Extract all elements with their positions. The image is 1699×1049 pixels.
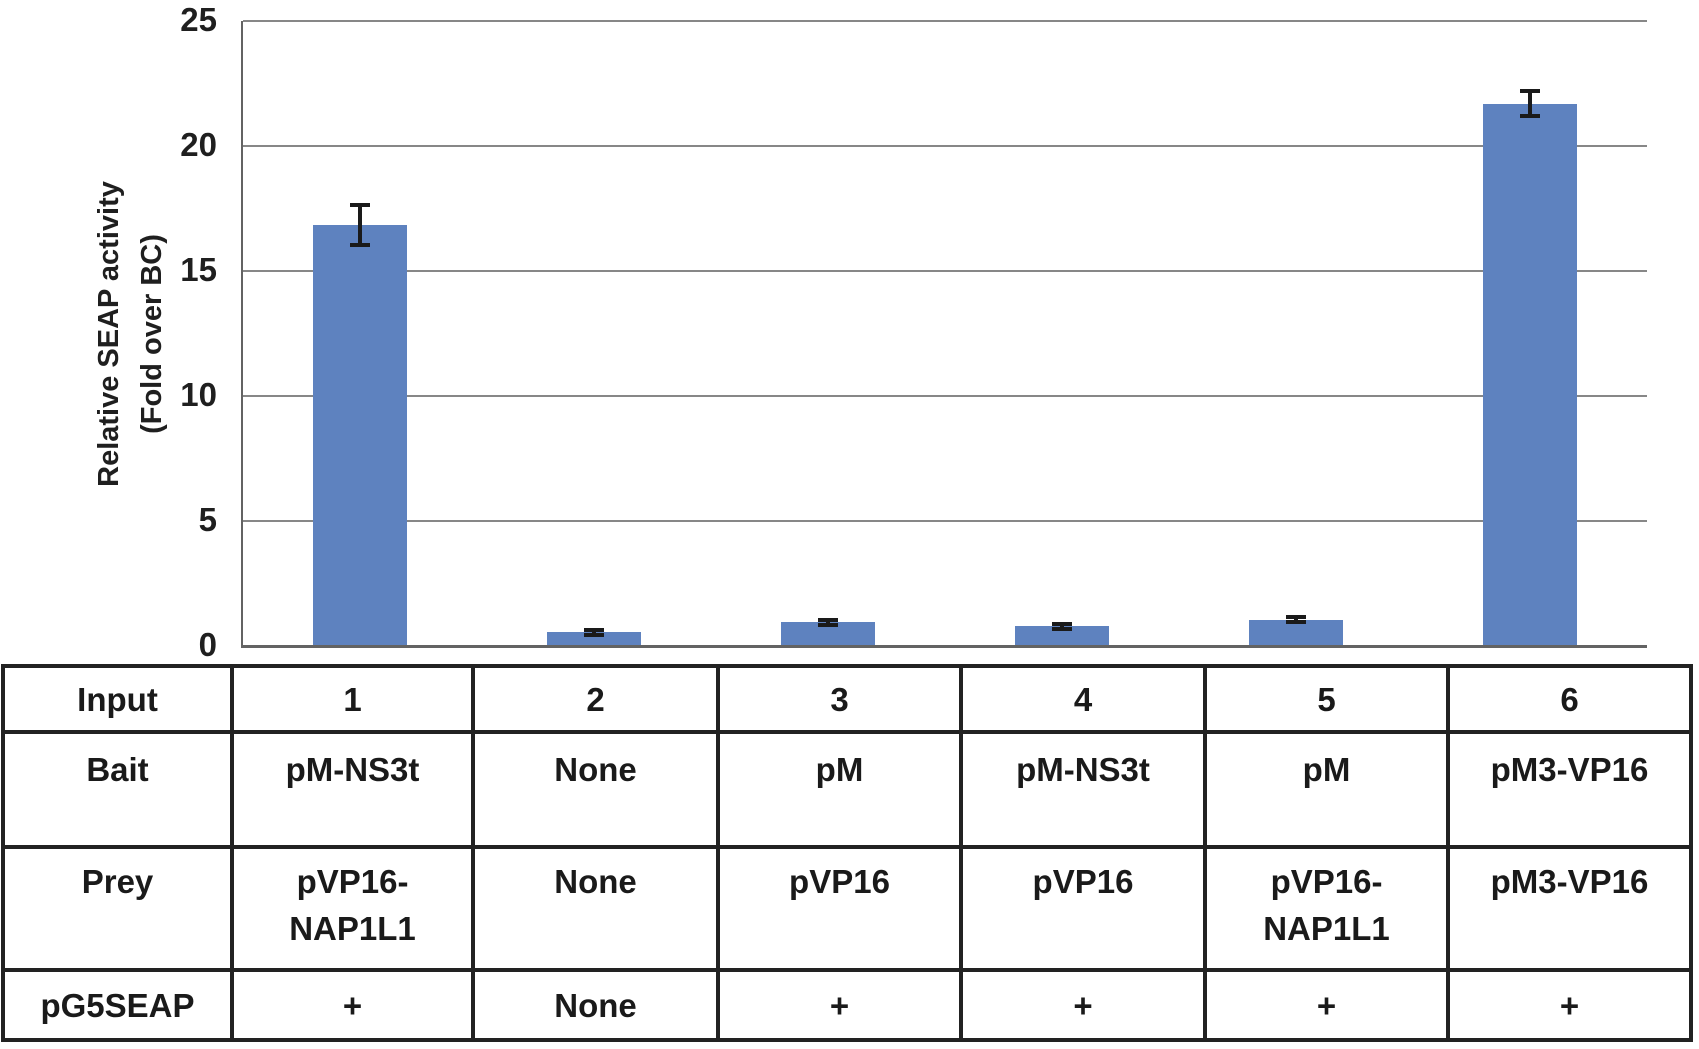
cell-pg5seap-3: + [716,968,963,1042]
row-label-input: Input [1,664,234,734]
cell-bait-1: pM-NS3t [230,730,475,849]
bar-3 [781,622,875,646]
y-axis-title-line1: Relative SEAP activity [93,181,125,487]
row-label-bait: Bait [1,730,234,849]
cell-pg5seap-4: + [959,968,1207,1042]
cell-input-5: 5 [1203,664,1450,734]
cell-input-3: 3 [716,664,963,734]
error-bar-5 [1294,617,1298,623]
error-bar-cap-bottom-4 [1052,626,1072,631]
error-bar-cap-top-4 [1052,621,1072,626]
bar-4 [1015,626,1109,646]
condition-table: Input 1 2 3 4 5 6 Bait pM-NS3t None pM pM-NS3t pM pM3… [1,664,1693,1042]
table-row-input: Input 1 2 3 4 5 6 [1,664,1693,734]
error-bar-cap-bottom-5 [1286,620,1306,625]
y-axis-title: Relative SEAP activity (Fold over BC) [88,181,174,487]
error-bar-cap-top-6 [1520,89,1540,93]
cell-bait-4: pM-NS3t [959,730,1207,849]
bar-6 [1483,103,1577,646]
y-tick-label-10: 10 [180,376,217,414]
error-bar-cap-bottom-6 [1520,114,1540,118]
cell-pg5seap-6: + [1446,968,1693,1042]
y-tick-label-15: 15 [180,251,217,289]
y-tick-label-5: 5 [198,501,217,539]
cell-bait-2: None [471,730,720,849]
bar-1 [313,224,407,646]
gridline-y-5 [243,520,1647,522]
error-bar-cap-bottom-1 [350,242,370,247]
error-bar-6 [1528,91,1532,116]
gridline-y-10 [243,395,1647,397]
bar-chart: Relative SEAP activity (Fold over BC) 0 5 1… [88,1,1647,663]
cell-input-1: 1 [230,664,475,734]
error-bar-cap-bottom-2 [584,632,604,637]
cell-pg5seap-5: + [1203,968,1450,1042]
error-bar-4 [1060,623,1064,629]
error-bar-cap-top-1 [350,202,370,207]
cell-bait-3: pM [716,730,963,849]
table-row-prey: Prey pVP16- NAP1L1 None pVP16 pVP16 pVP16- NA… [1,845,1693,972]
cell-prey-2: None [471,845,720,972]
cell-prey-5: pVP16- NAP1L1 [1203,845,1450,972]
cell-prey-6: pM3-VP16 [1446,845,1693,972]
cell-pg5seap-2: None [471,968,720,1042]
cell-input-6: 6 [1446,664,1693,734]
x-axis-line [241,645,1647,648]
table-row-pg5seap: pG5SEAP + None + + + + [1,968,1693,1042]
cell-prey-4: pVP16 [959,845,1207,972]
error-bar-cap-top-5 [1286,615,1306,620]
bar-2 [547,632,641,646]
cell-prey-1: pVP16- NAP1L1 [230,845,475,972]
error-bar-3 [826,619,830,625]
y-tick-label-0: 0 [198,626,217,664]
gridline-y-15 [243,270,1647,272]
error-bar-2 [592,629,596,635]
gridline-y-25 [243,20,1647,22]
cell-input-2: 2 [471,664,720,734]
cell-prey-3: pVP16 [716,845,963,972]
row-label-prey: Prey [1,845,234,972]
cell-pg5seap-1: + [230,968,475,1042]
y-tick-label-20: 20 [180,126,217,164]
cell-bait-5: pM [1203,730,1450,849]
error-bar-cap-top-2 [584,627,604,632]
cell-input-4: 4 [959,664,1207,734]
y-tick-label-25: 25 [180,1,217,39]
cell-bait-6: pM3-VP16 [1446,730,1693,849]
table-row-bait: Bait pM-NS3t None pM pM-NS3t pM pM3-VP16 [1,730,1693,849]
gridline-y-20 [243,145,1647,147]
y-axis-line [241,21,243,646]
error-bar-cap-top-3 [818,617,838,622]
error-bar-cap-bottom-3 [818,622,838,627]
error-bar-1 [358,204,362,245]
row-label-pg5seap: pG5SEAP [1,968,234,1042]
